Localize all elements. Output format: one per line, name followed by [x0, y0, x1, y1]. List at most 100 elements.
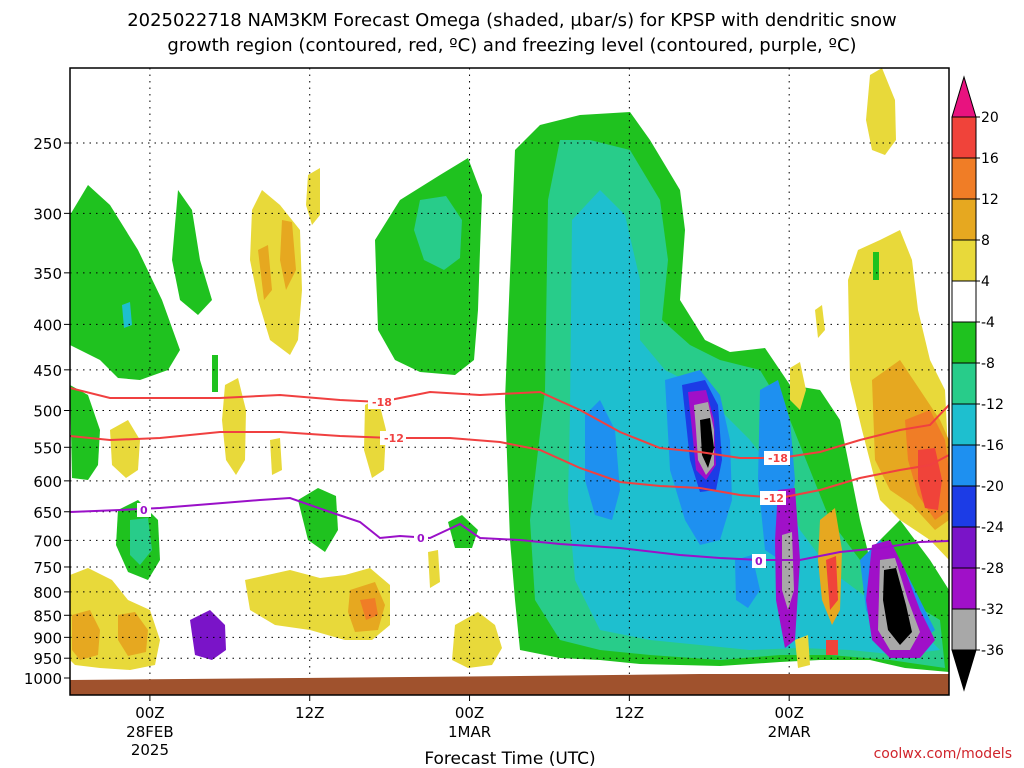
omega-region-yellow-m3: [428, 550, 440, 588]
colorbar-swatch: [951, 116, 977, 159]
omega-region-cyan-main: [568, 190, 940, 655]
credit-text: coolwx.com/models: [874, 746, 1012, 762]
freezing-label-b: 0: [417, 532, 425, 545]
omega-region-red-r5: [826, 556, 838, 610]
omega-region-purple-l: [190, 610, 226, 660]
colorbar-swatch: [951, 239, 977, 282]
terrain-ground: [70, 674, 949, 695]
colorbar-label: 12: [981, 192, 999, 208]
y-tick-label: 250: [33, 135, 62, 153]
chart-title-line-2: growth region (contoured, red, ºC) and f…: [167, 35, 856, 56]
colorbar: 20 16 12 8 4 -4 -8 -12 -16 -20 -24 -28 -32 -36: [951, 75, 1004, 692]
colorbar-bottom-arrow: [951, 649, 977, 692]
omega-region-yellow-m2: [452, 612, 502, 668]
plot-frame: [69, 67, 950, 696]
colorbar-label: 20: [981, 110, 999, 126]
omega-region-blue-1: [585, 400, 620, 520]
colorbar-label: -12: [981, 397, 1004, 413]
omega-shading: [70, 68, 949, 672]
y-tick-label: 600: [33, 473, 62, 491]
contours: -18 -12 -18 -12 0 0 0: [70, 387, 949, 568]
colorbar-swatch: [951, 526, 977, 569]
dgz-label-minus18-b: -18: [768, 452, 788, 465]
colorbar-swatch: [951, 567, 977, 610]
y-tick-label: 800: [33, 584, 62, 602]
omega-region-green-m3: [212, 355, 218, 392]
dgz-contour-minus12: [70, 431, 949, 500]
dgz-label-minus12-b: -12: [764, 492, 784, 505]
colorbar-swatch: [951, 608, 977, 651]
omega-region-yellow-r1: [866, 68, 896, 155]
omega-region-black-3: [883, 568, 912, 645]
grid: [70, 68, 949, 695]
x-tick-label: 00Z: [135, 704, 164, 722]
colorbar-label: -8: [981, 356, 995, 372]
colorbar-label: -20: [981, 479, 1004, 495]
colorbar-swatch: [951, 280, 977, 323]
y-tick-label: 900: [33, 629, 62, 647]
x-tick-label: 12Z: [615, 704, 644, 722]
y-tick-label: 700: [33, 532, 62, 550]
colorbar-swatch: [951, 321, 977, 364]
omega-region-orange-ll: [72, 610, 100, 660]
colorbar-label: 8: [981, 233, 990, 249]
x-tick-label: 00Z: [455, 704, 484, 722]
y-tick-label: 300: [33, 205, 62, 223]
omega-region-cyan-ul: [122, 302, 132, 328]
x-tick-label: 12Z: [295, 704, 324, 722]
colorbar-swatch: [951, 362, 977, 405]
omega-region-green-r8: [873, 252, 879, 280]
y-axis: 250 300 350 400 450 500 550 600 650 700 750 800 850 9…: [24, 135, 70, 688]
colorbar-label: -32: [981, 602, 1004, 618]
omega-region-yellow-r4: [815, 305, 825, 338]
colorbar-swatch: [951, 444, 977, 487]
x-tick-label: 00Z: [774, 704, 803, 722]
omega-region-green-l: [70, 385, 100, 480]
colorbar-label: -28: [981, 561, 1004, 577]
y-tick-label: 1000: [24, 670, 62, 688]
chart-title-line-1: 2025022718 NAM3KM Forecast Omega (shaded…: [127, 10, 897, 31]
colorbar-label: -4: [981, 315, 995, 331]
omega-region-orange-ll2: [118, 612, 148, 656]
colorbar-top-arrow: [951, 75, 977, 118]
y-tick-label: 350: [33, 265, 62, 283]
y-tick-label: 650: [33, 504, 62, 522]
x-axis-title: Forecast Time (UTC): [424, 749, 595, 768]
dgz-contour-minus18: [70, 387, 949, 459]
omega-region-yellow-r3: [790, 362, 806, 410]
y-tick-label: 850: [33, 607, 62, 625]
omega-region-yellow-4: [110, 420, 140, 478]
colorbar-swatch: [951, 157, 977, 200]
colorbar-swatch: [951, 198, 977, 241]
x-tick-date-label: 28FEB: [126, 723, 173, 741]
omega-region-teal-c: [414, 196, 462, 270]
omega-region-yellow-3: [222, 378, 246, 475]
omega-region-yellow-r6: [795, 635, 810, 668]
y-tick-label: 500: [33, 403, 62, 421]
y-tick-label: 400: [33, 316, 62, 334]
omega-region-blue-5: [735, 555, 760, 608]
dgz-label-minus18-a: -18: [372, 396, 392, 409]
y-tick-label: 450: [33, 362, 62, 380]
freezing-level-contour: [70, 496, 949, 561]
colorbar-label: -36: [981, 643, 1004, 659]
colorbar-label: 16: [981, 151, 999, 167]
colorbar-label: -16: [981, 438, 1004, 454]
omega-region-green-m2: [448, 515, 478, 548]
omega-region-yellow-5: [270, 438, 282, 475]
omega-region-teal-l2: [130, 518, 152, 565]
omega-region-red-r7: [826, 640, 838, 655]
omega-region-red-r2: [918, 448, 942, 510]
x-tick-date-label: 1MAR: [448, 723, 491, 741]
omega-region-grey-2: [782, 532, 794, 610]
x-tick-year-label: 2025: [131, 741, 169, 759]
y-tick-label: 750: [33, 559, 62, 577]
colorbar-label: 4: [981, 274, 990, 290]
omega-region-green-ul2: [172, 190, 212, 315]
omega-region-black-1: [700, 418, 714, 468]
freezing-label-a: 0: [140, 504, 148, 517]
colorbar-label: -24: [981, 520, 1004, 536]
dgz-label-minus12-a: -12: [384, 432, 404, 445]
